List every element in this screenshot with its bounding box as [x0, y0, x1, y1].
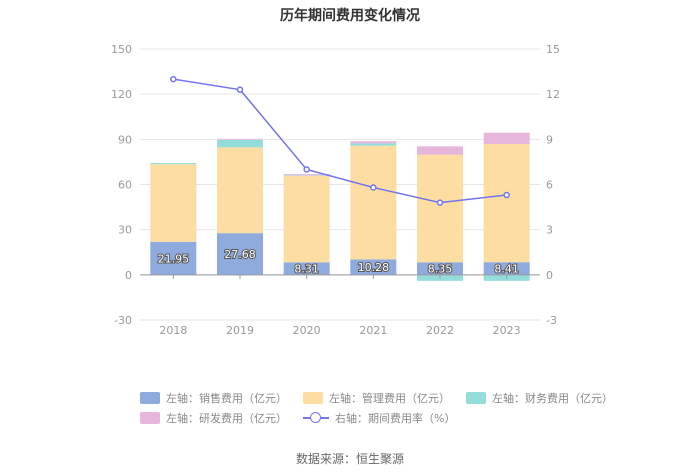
legend-swatch-admin: [303, 392, 323, 404]
data-source: 数据来源：恒生聚源: [295, 452, 404, 466]
bar-sales-2019: [217, 233, 263, 275]
right-tick-label: 3: [546, 224, 553, 237]
bar-value-label: 8.41: [494, 263, 519, 276]
right-tick-label: 9: [546, 133, 553, 146]
ratio-point: [436, 199, 444, 206]
left-tick-label: 30: [118, 224, 132, 237]
bar-rnd-2019: [217, 138, 263, 140]
bar-sales-2022: [417, 262, 463, 275]
ratio-line: [173, 78, 507, 204]
legend-swatch-rnd: [140, 412, 160, 424]
bar-rnd-2022: [417, 146, 463, 155]
x-tick-label: 2022: [426, 324, 454, 337]
grid: [140, 48, 540, 321]
expense-ratio-line: [170, 75, 510, 206]
bar-value-label: 21.95: [158, 252, 190, 265]
right-tick-label: 0: [546, 269, 553, 282]
legend-label-admin: 左轴：管理费用（亿元）: [329, 392, 450, 405]
bar-sales-2018: [150, 241, 197, 275]
legend-line-ratio-icon: [303, 412, 329, 424]
bar-finance-2020: [283, 175, 330, 176]
legend-item-finance[interactable]: 左轴：财务费用（亿元）: [466, 390, 613, 406]
x-tick-label: 2020: [293, 324, 321, 337]
bar-admin-2023: [483, 143, 530, 263]
x-tick-label: 2023: [493, 324, 521, 337]
legend-item-admin[interactable]: 左轴：管理费用（亿元）: [303, 390, 450, 406]
bar-rnd-2020: [283, 174, 330, 176]
bar-finance-2021: [350, 143, 397, 146]
left-tick-label: 150: [111, 43, 132, 56]
bar-admin-2019: [217, 147, 263, 234]
left-tick-label: 60: [118, 179, 132, 192]
ratio-point: [170, 75, 177, 83]
ratio-point: [236, 86, 244, 93]
bars: [150, 132, 530, 281]
right-tick-label: 6: [546, 179, 553, 192]
x-tick-label: 2021: [359, 324, 387, 337]
x-axis: [140, 274, 540, 279]
legend-item-sales[interactable]: 左轴：销售费用（亿元）: [140, 390, 287, 406]
ratio-point: [370, 184, 377, 191]
left-tick-label: 120: [111, 88, 132, 101]
legend-label-ratio: 右轴：期间费用率（%）: [335, 412, 456, 425]
legend-swatch-sales: [140, 392, 160, 404]
bar-admin-2021: [350, 145, 397, 260]
bar-sales-2020: [283, 262, 330, 275]
bar-sales-2023: [483, 262, 530, 275]
x-axis-labels: 2018 2019 2020 2021 2022 2023: [159, 324, 520, 337]
legend-swatch-finance: [466, 392, 486, 404]
bar-value-label: 10.28: [358, 261, 390, 274]
x-tick-label: 2019: [226, 324, 254, 337]
left-tick-label: 0: [125, 269, 132, 282]
bar-labels: 21.95 27.68 8.31 10.28 8.35 8.41: [157, 247, 520, 277]
bar-rnd-2021: [350, 141, 397, 144]
bar-sales-2021: [350, 259, 397, 275]
bar-admin-2018: [150, 164, 197, 242]
left-axis-ticks: 150 120 90 60 30 0 -30: [111, 43, 132, 327]
bar-value-label: 27.68: [224, 248, 256, 261]
ratio-point: [503, 191, 510, 199]
legend-item-rnd[interactable]: 左轴：研发费用（亿元）: [140, 410, 287, 426]
bar-value-label: 8.35: [428, 263, 453, 276]
legend-item-ratio[interactable]: 右轴：期间费用率（%）: [303, 410, 455, 426]
bar-rnd-2023: [483, 132, 530, 144]
right-axis-ticks: 15 12 9 6 3 0 -3: [546, 43, 560, 327]
x-tick-label: 2018: [159, 324, 187, 337]
legend-label-finance: 左轴：财务费用（亿元）: [492, 392, 613, 405]
right-tick-label: 12: [546, 88, 560, 101]
bar-admin-2022: [417, 154, 463, 263]
left-tick-label: 90: [118, 133, 132, 146]
legend-label-rnd: 左轴：研发费用（亿元）: [166, 412, 287, 425]
bar-finance-2019: [217, 139, 263, 148]
chart-title: 历年期间费用变化情况: [280, 8, 420, 24]
bar-value-label: 8.31: [294, 263, 319, 276]
right-tick-label: -3: [546, 314, 557, 327]
ratio-point: [303, 166, 310, 173]
bar-admin-2020: [283, 175, 330, 263]
legend-label-sales: 左轴：销售费用（亿元）: [166, 392, 287, 405]
right-tick-label: 15: [546, 43, 560, 56]
left-tick-label: -30: [114, 314, 132, 327]
bar-finance-2018: [150, 163, 197, 165]
legend: 左轴：销售费用（亿元） 左轴：管理费用（亿元） 左轴：财务费用（亿元） 左轴：研…: [140, 388, 613, 428]
